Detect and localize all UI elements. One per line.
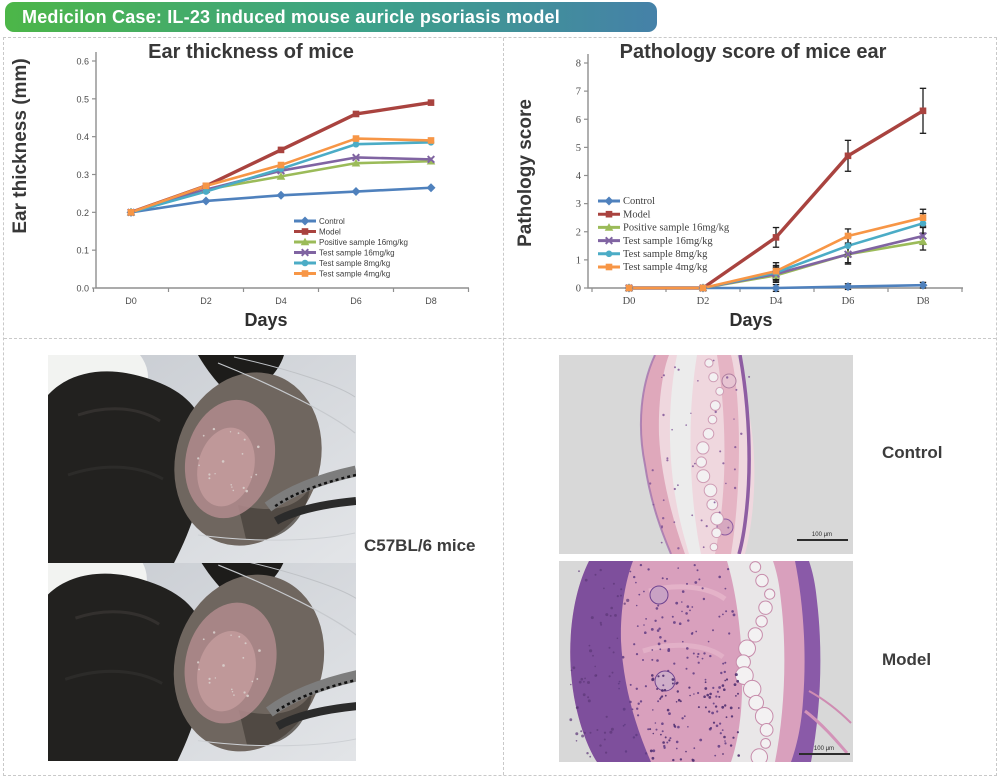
page-title: Medicilon Case: IL-23 induced mouse auri… <box>22 7 560 27</box>
epidermis-texture <box>569 568 630 758</box>
svg-text:Control: Control <box>319 217 345 226</box>
svg-text:2: 2 <box>576 227 581 238</box>
x-axis-label: Days <box>244 310 287 330</box>
svg-text:0.6: 0.6 <box>76 57 89 67</box>
svg-text:4: 4 <box>576 171 582 182</box>
mouse-ear-photo-bottom <box>48 563 356 761</box>
svg-text:0: 0 <box>576 284 581 295</box>
inflammatory-cells-dense <box>649 673 740 762</box>
histology-control-label: Control <box>882 443 943 462</box>
svg-text:Test sample 16mg/kg: Test sample 16mg/kg <box>623 236 713 247</box>
svg-text:Model: Model <box>623 209 650 220</box>
histology-model-label: Model <box>882 650 932 669</box>
axes: 0.0 0.1 0.2 0.3 0.4 0.5 0.6 D0 D2 D4 D6 D8 <box>76 52 470 306</box>
svg-text:Test sample 16mg/kg: Test sample 16mg/kg <box>319 249 395 258</box>
markers <box>127 135 435 216</box>
svg-text:0.1: 0.1 <box>76 246 89 256</box>
y-axis-label: Pathology score <box>515 99 536 247</box>
chart-title: Ear thickness of mice <box>148 41 354 63</box>
svg-text:Test sample 4mg/kg: Test sample 4mg/kg <box>319 270 390 279</box>
svg-text:0.4: 0.4 <box>76 132 89 142</box>
y-axis-label: Ear thickness (mm) <box>10 58 31 233</box>
svg-text:Test sample 8mg/kg: Test sample 8mg/kg <box>623 249 708 260</box>
svg-text:5: 5 <box>576 143 581 154</box>
inflammatory-cells <box>617 563 736 757</box>
title-banner: Medicilon Case: IL-23 induced mouse auri… <box>5 2 657 32</box>
scale-bar-label: 100 μm <box>814 746 834 752</box>
svg-text:Test sample 4mg/kg: Test sample 4mg/kg <box>623 262 708 273</box>
svg-text:Control: Control <box>623 196 655 207</box>
svg-text:D6: D6 <box>350 296 362 306</box>
cell-nuclei <box>649 359 751 550</box>
svg-text:D8: D8 <box>425 296 437 306</box>
mouse-ear-photo-top <box>48 355 356 563</box>
chart-title: Pathology score of mice ear <box>620 41 887 63</box>
svg-text:1: 1 <box>576 255 581 266</box>
mouse-photo-stack <box>48 355 356 761</box>
adipocyte-layer <box>695 358 725 552</box>
svg-text:0.0: 0.0 <box>76 284 89 294</box>
svg-text:0.2: 0.2 <box>76 208 89 218</box>
svg-text:8: 8 <box>576 59 581 70</box>
svg-text:D4: D4 <box>275 296 287 306</box>
mouse-strain-label: C57BL/6 mice <box>364 536 476 555</box>
histology-control-image: 100 μm <box>559 355 853 554</box>
svg-text:D0: D0 <box>125 296 137 306</box>
svg-text:7: 7 <box>576 87 581 98</box>
vertical-divider <box>503 38 504 775</box>
histology-model-image: 100 μm <box>559 561 853 762</box>
svg-text:Model: Model <box>319 228 341 237</box>
svg-text:Positive sample 16mg/kg: Positive sample 16mg/kg <box>623 223 730 234</box>
panel-grid: 0.0 0.1 0.2 0.3 0.4 0.5 0.6 D0 D2 D4 D6 D8 Ear thick… <box>3 37 997 776</box>
svg-text:D6: D6 <box>842 296 855 307</box>
svg-text:D4: D4 <box>770 296 784 307</box>
ear-thickness-chart: 0.0 0.1 0.2 0.3 0.4 0.5 0.6 D0 D2 D4 D6 D8 Ear thick… <box>10 41 470 330</box>
svg-text:D8: D8 <box>917 296 930 307</box>
markers <box>625 214 927 292</box>
svg-text:0.3: 0.3 <box>76 170 89 180</box>
svg-text:D2: D2 <box>200 296 212 306</box>
pathology-score-chart: 0 1 2 3 4 5 6 7 8 D0 D2 D4 D6 D8 Pathology score of mi… <box>515 41 963 330</box>
svg-text:Test sample 8mg/kg: Test sample 8mg/kg <box>319 259 390 268</box>
svg-text:D2: D2 <box>697 296 710 307</box>
svg-text:D0: D0 <box>623 296 636 307</box>
svg-text:0.5: 0.5 <box>76 94 89 104</box>
x-axis-label: Days <box>729 310 772 330</box>
scale-bar-label: 100 μm <box>812 532 832 538</box>
legend: Control Model Positive sample 16mg/kg Test … <box>598 196 730 273</box>
svg-text:3: 3 <box>576 199 581 210</box>
svg-text:Positive sample 16mg/kg: Positive sample 16mg/kg <box>319 238 408 247</box>
adipocyte-layer <box>734 561 776 762</box>
horizontal-divider <box>4 338 996 339</box>
svg-text:6: 6 <box>576 115 581 126</box>
